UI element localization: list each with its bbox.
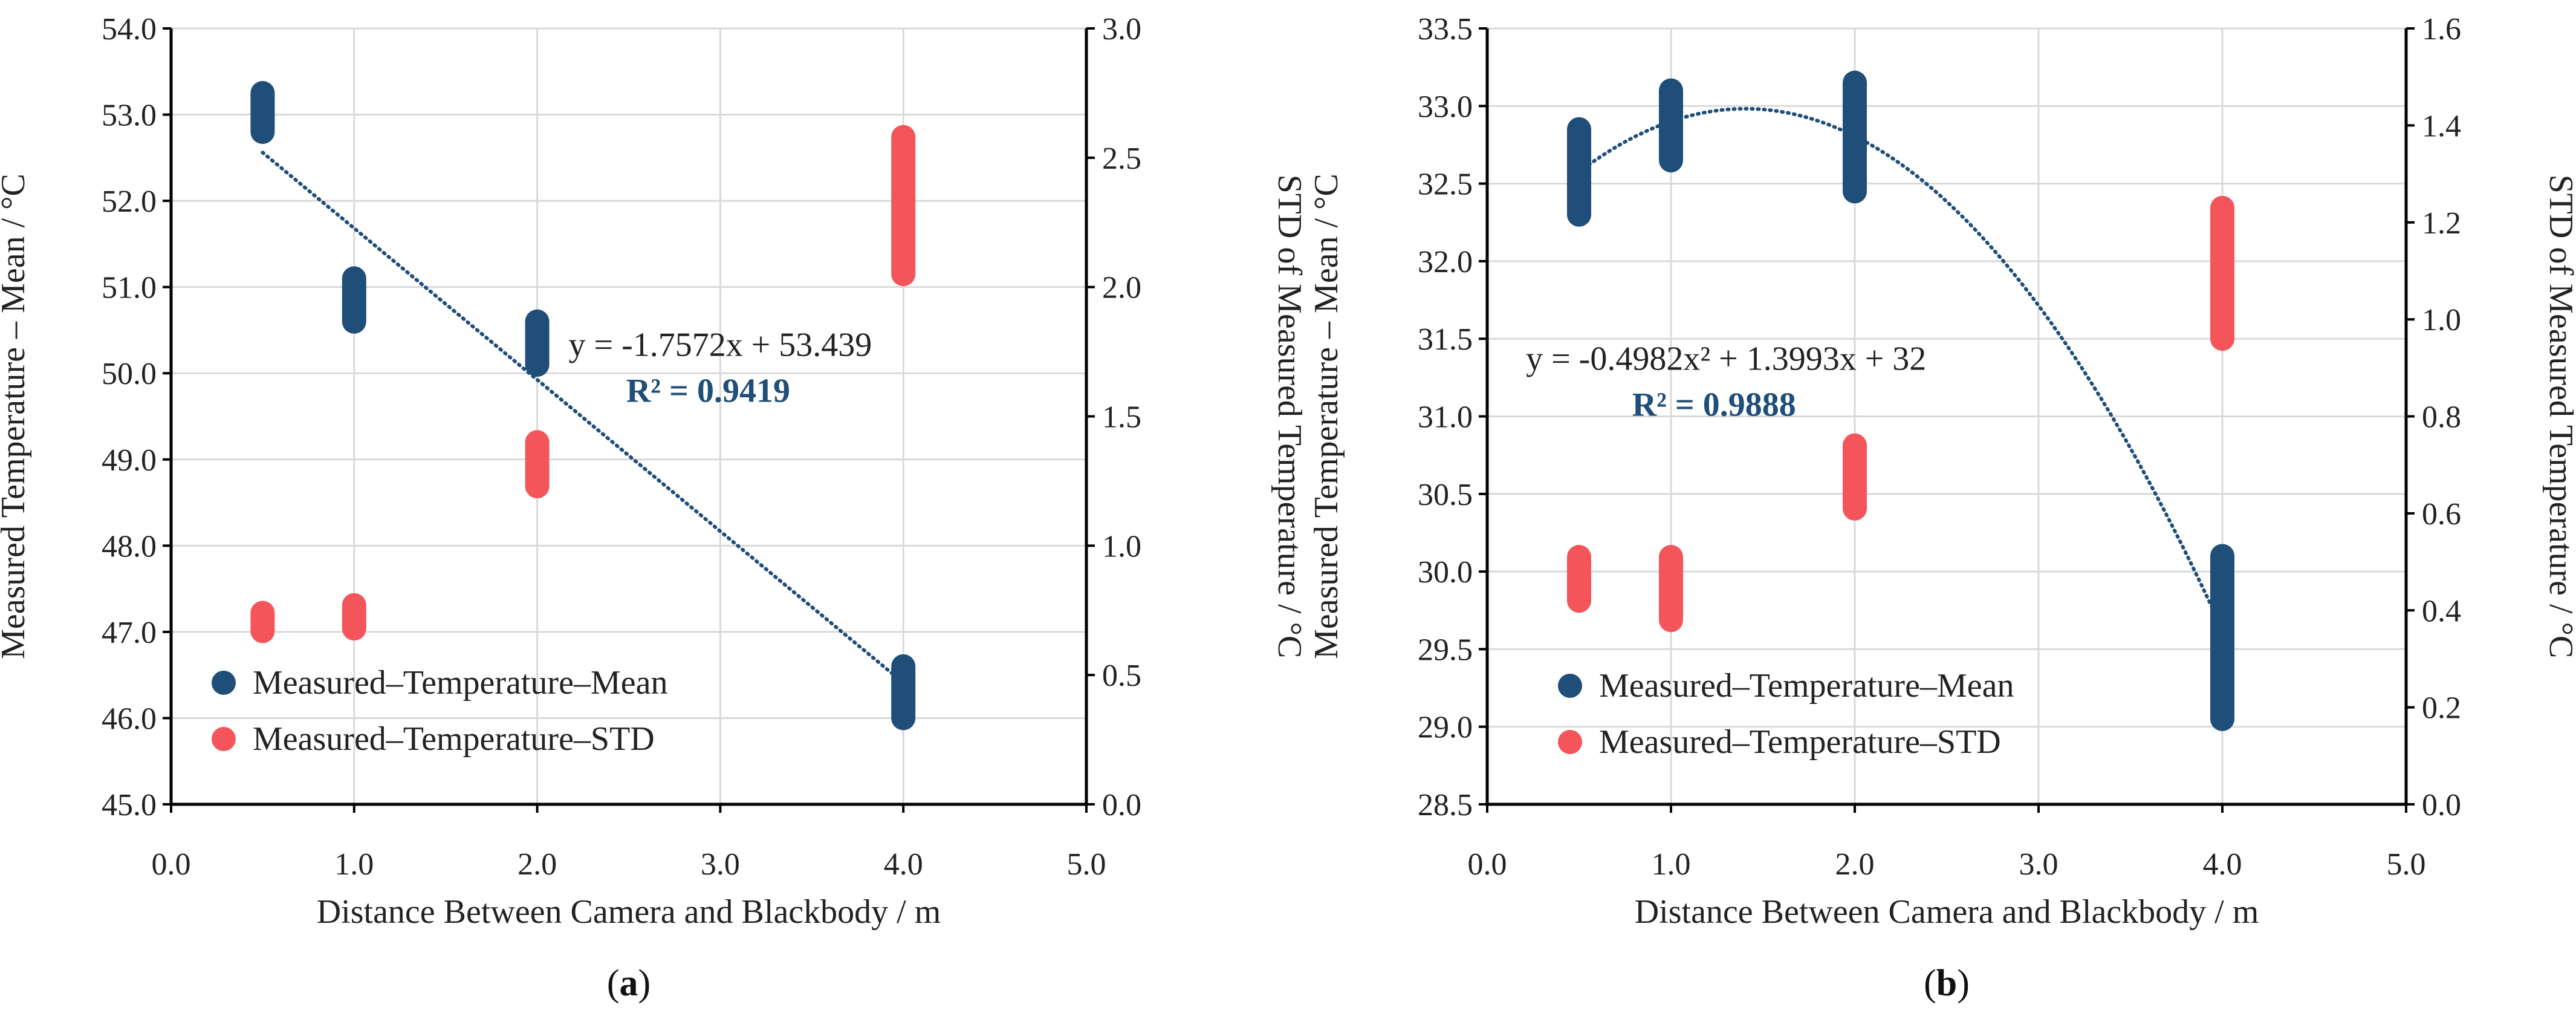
- legend-marker-mean: [1558, 674, 1582, 698]
- series-std: [1567, 195, 2234, 633]
- legend: Measured–Temperature–Mean Measured–Temper…: [1558, 667, 2014, 761]
- x-tick-label: 4.0: [884, 847, 923, 882]
- right-y-tick-label: 3.0: [1102, 12, 1141, 47]
- trendline-r-squared: R² = 0.9419: [626, 373, 790, 410]
- right-y-tick-label: 1.6: [2422, 12, 2461, 47]
- right-y-tick-label: 0.6: [2422, 497, 2461, 532]
- right-y-tick-label: 0.5: [1102, 659, 1141, 693]
- chart-panel-b: 0.0 1.0 2.0 3.0 4.0 5.0 28.5 29.0 29.5 30.0 30.5 31…: [1308, 12, 2576, 1004]
- left-y-tick-label: 46.0: [102, 702, 157, 736]
- left-y-tick-label: 33.0: [1418, 90, 1473, 124]
- left-y-tick-label: 30.0: [1418, 555, 1473, 590]
- legend-marker-mean: [212, 671, 236, 695]
- right-y-tick-label: 1.2: [2422, 206, 2461, 241]
- x-tick-label: 3.0: [2019, 847, 2059, 882]
- legend-marker-std: [212, 727, 236, 751]
- left-y-tick-label: 30.5: [1418, 478, 1473, 512]
- right-y-axis-title: STD of Measured Temperature / °C: [2542, 175, 2576, 659]
- right-y-tick-label: 2.5: [1102, 142, 1141, 176]
- left-y-tick-label: 48.0: [102, 529, 157, 564]
- right-y-tick-label: 0.0: [1102, 788, 1141, 822]
- left-y-axis-title: Measured Temperature – Mean / °C: [1308, 174, 1345, 659]
- trendline-r-squared: R² = 0.9888: [1632, 386, 1796, 424]
- left-y-tick-label: 28.5: [1418, 788, 1473, 822]
- panel-label: (b): [1924, 963, 1970, 1004]
- trendline: [261, 151, 906, 685]
- x-tick-label: 3.0: [701, 847, 740, 882]
- left-y-axis-title: Measured Temperature – Mean / °C: [0, 174, 32, 659]
- legend-label-std: Measured–Temperature–STD: [1599, 723, 2001, 761]
- x-axis-title: Distance Between Camera and Blackbody / …: [317, 893, 941, 931]
- right-y-axis-title: STD of Measured Temperature / °C: [1271, 175, 1308, 659]
- left-y-tick-label: 52.0: [102, 184, 157, 219]
- left-y-tick-label: 32.5: [1418, 168, 1473, 202]
- left-y-tick-label: 33.5: [1418, 12, 1473, 47]
- series-mean: [250, 80, 916, 731]
- left-y-tick-label: 29.0: [1418, 711, 1473, 745]
- trendline: [1577, 106, 2224, 632]
- left-y-tick-label: 50.0: [102, 357, 157, 391]
- left-y-tick-label: 49.0: [102, 443, 157, 478]
- legend-label-mean: Measured–Temperature–Mean: [253, 664, 667, 702]
- x-tick-label: 0.0: [152, 847, 191, 882]
- trendline-equation: y = -1.7572x + 53.439: [568, 327, 872, 364]
- left-y-tick-label: 31.5: [1418, 322, 1473, 357]
- right-y-tick-label: 1.5: [1102, 400, 1141, 435]
- right-y-tick-label: 0.4: [2422, 594, 2461, 628]
- left-y-tick-label: 29.5: [1418, 633, 1473, 667]
- panel-label: (a): [607, 963, 650, 1004]
- x-axis-title: Distance Between Camera and Blackbody / …: [1635, 893, 2259, 931]
- right-y-tick-label: 1.4: [2422, 109, 2461, 143]
- left-y-tick-label: 31.0: [1418, 400, 1473, 435]
- legend-marker-std: [1558, 730, 1582, 754]
- left-y-tick-label: 51.0: [102, 271, 157, 305]
- left-y-tick-label: 45.0: [102, 788, 157, 822]
- right-y-tick-label: 2.0: [1102, 271, 1141, 305]
- x-tick-label: 1.0: [334, 847, 374, 882]
- chart-panel-a: 0.0 1.0 2.0 3.0 4.0 5.0 45.0 46.0 47.0 48.0 49.0 50…: [0, 12, 1308, 1004]
- right-y-tick-label: 0.2: [2422, 691, 2461, 726]
- left-y-tick-label: 47.0: [102, 616, 157, 650]
- x-tick-label: 0.0: [1468, 847, 1507, 882]
- x-tick-label: 5.0: [1067, 847, 1106, 882]
- left-y-tick-label: 54.0: [102, 12, 157, 47]
- series-std: [250, 125, 916, 643]
- trendline-equation: y = -0.4982x² + 1.3993x + 32: [1526, 340, 1926, 378]
- legend-label-mean: Measured–Temperature–Mean: [1599, 667, 2014, 705]
- legend-label-std: Measured–Temperature–STD: [253, 720, 655, 758]
- series-mean: [1567, 70, 2234, 731]
- legend: Measured–Temperature–Mean Measured–Temper…: [212, 664, 667, 758]
- x-tick-label: 1.0: [1652, 847, 1691, 882]
- right-y-tick-label: 0.8: [2422, 400, 2461, 435]
- left-y-tick-label: 53.0: [102, 99, 157, 133]
- right-y-tick-label: 0.0: [2422, 788, 2461, 822]
- x-tick-label: 2.0: [1835, 847, 1875, 882]
- right-y-tick-label: 1.0: [1102, 529, 1141, 564]
- right-y-tick-label: 1.0: [2422, 303, 2461, 337]
- x-tick-label: 4.0: [2203, 847, 2242, 882]
- x-tick-label: 5.0: [2387, 847, 2426, 882]
- x-tick-label: 2.0: [517, 847, 557, 882]
- left-y-tick-label: 32.0: [1418, 245, 1473, 279]
